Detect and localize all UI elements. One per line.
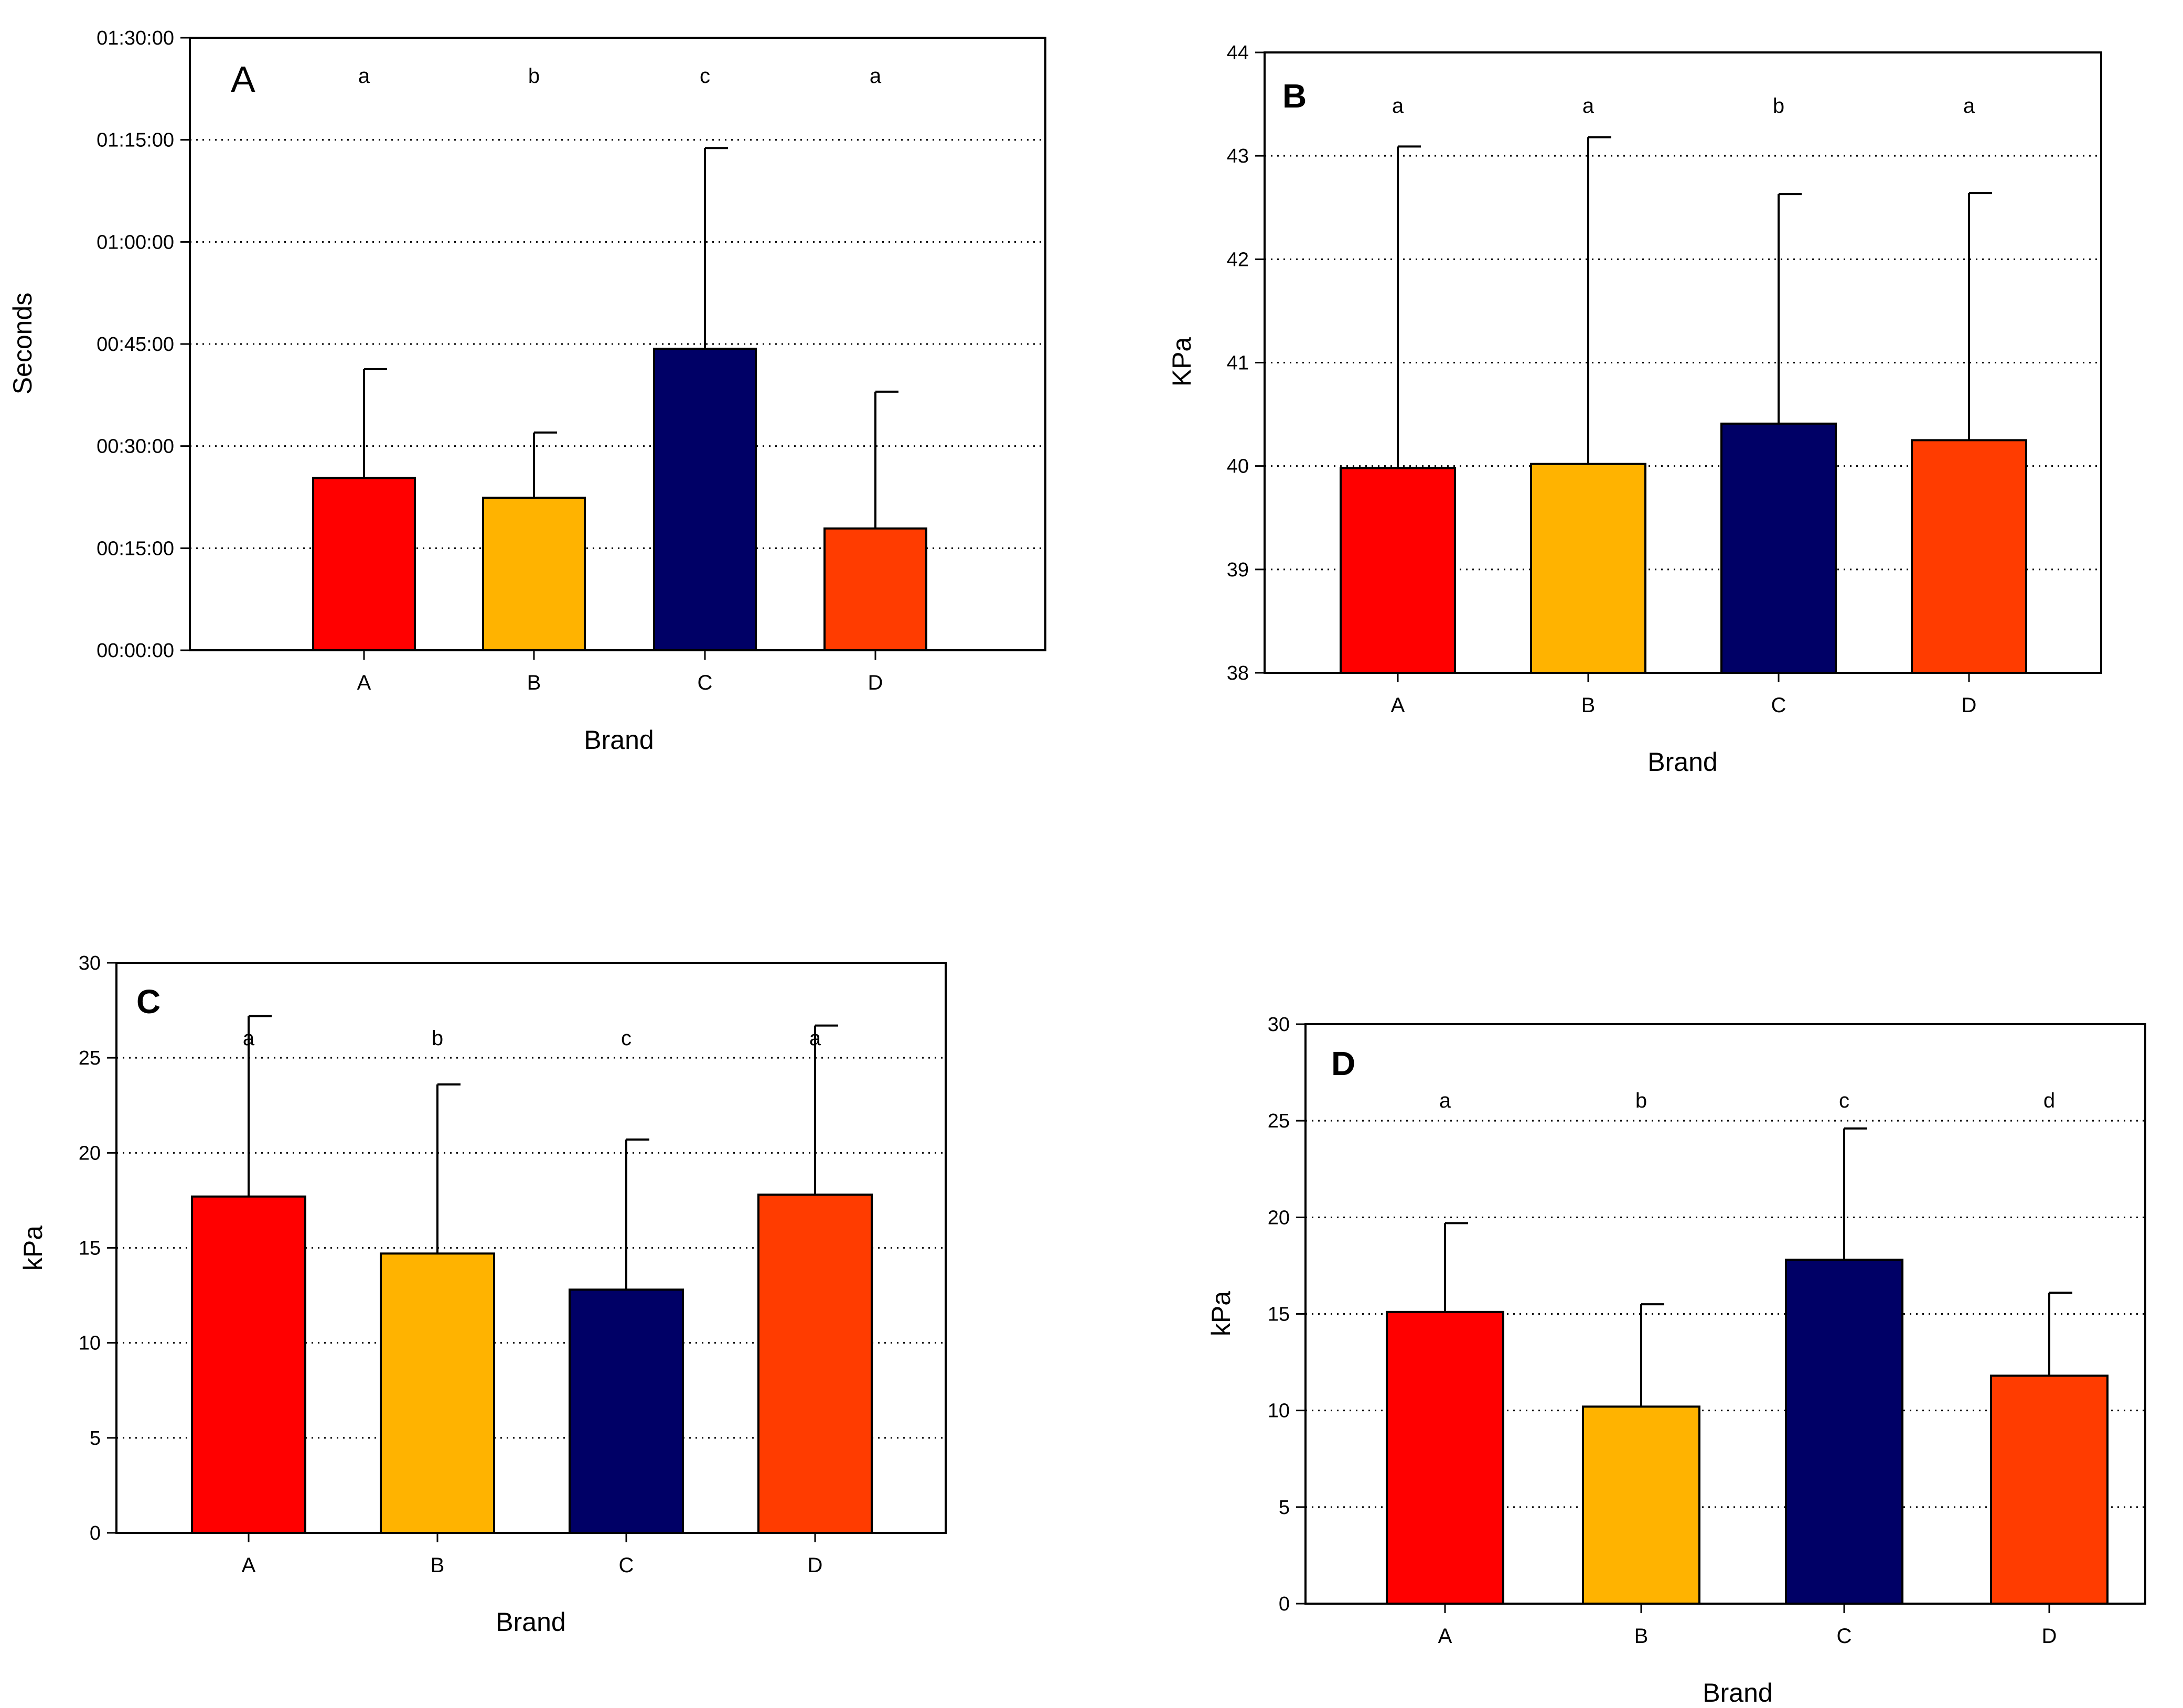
y-tick-label: 5 xyxy=(1279,1497,1290,1519)
x-tick-label: B xyxy=(431,1554,445,1577)
bar xyxy=(1720,422,1837,674)
plot-frame xyxy=(1304,1023,2146,1605)
y-tick-label: 25 xyxy=(79,1047,101,1069)
x-tick-label: C xyxy=(698,671,713,694)
significance-letter: c xyxy=(1839,1089,1849,1112)
x-axis-label: Brand xyxy=(1647,747,1717,777)
x-tick-label: A xyxy=(1438,1625,1452,1648)
y-tick-label: 00:45:00 xyxy=(97,334,174,356)
y-tick-label: 01:00:00 xyxy=(97,231,174,253)
bar xyxy=(380,1252,495,1534)
y-tick-label: 41 xyxy=(1227,352,1249,374)
y-tick-label: 30 xyxy=(79,952,101,974)
y-tick-label: 0 xyxy=(90,1522,101,1544)
significance-letter: b xyxy=(1635,1089,1647,1112)
bar xyxy=(823,527,927,651)
y-tick-label: 5 xyxy=(90,1427,101,1449)
y-tick-label: 10 xyxy=(79,1333,101,1355)
bar xyxy=(1340,467,1456,674)
y-tick-label: 00:30:00 xyxy=(97,436,174,458)
significance-letter: a xyxy=(1963,94,1975,117)
significance-letter: a xyxy=(358,65,370,88)
significance-letter: a xyxy=(809,1027,821,1050)
x-tick-label: D xyxy=(868,671,883,694)
y-axis-label: Seconds xyxy=(8,293,37,395)
y-tick-label: 10 xyxy=(1268,1400,1290,1422)
bar xyxy=(1990,1374,2109,1605)
bar xyxy=(569,1288,684,1534)
x-tick-label: A xyxy=(1391,694,1405,717)
x-tick-label: D xyxy=(808,1554,823,1577)
panel-letter: B xyxy=(1282,77,1307,115)
significance-letter: a xyxy=(1582,94,1595,117)
y-tick-label: 15 xyxy=(1268,1304,1290,1326)
significance-letter: a xyxy=(1392,94,1404,117)
x-tick-label: C xyxy=(1837,1625,1852,1648)
bar xyxy=(1386,1310,1504,1605)
bar xyxy=(1785,1259,1903,1605)
y-tick-label: 01:30:00 xyxy=(97,27,174,49)
bar xyxy=(1911,439,2027,674)
panel-letter: A xyxy=(231,59,255,100)
y-tick-label: 00:00:00 xyxy=(97,640,174,662)
y-axis-label: KPa xyxy=(1167,337,1196,387)
panel-c: 0 5 10 15 20 25 30 Aa Bb Cc Da C Brand kPa xyxy=(18,952,947,1637)
x-tick-label: B xyxy=(1581,694,1596,717)
bar xyxy=(482,497,586,651)
panel-d: 0 5 10 15 20 25 30 Aa Bb Cc Dd D Brand kPa xyxy=(1206,1014,2146,1707)
x-axis-label: Brand xyxy=(584,725,654,755)
y-axis-label: kPa xyxy=(18,1226,48,1271)
y-tick-label: 15 xyxy=(79,1238,101,1260)
significance-letter: c xyxy=(700,65,710,88)
plot-frame xyxy=(115,962,947,1534)
significance-letter: a xyxy=(1439,1089,1451,1112)
x-tick-label: A xyxy=(357,671,371,694)
x-tick-label: B xyxy=(527,671,541,694)
y-tick-label: 43 xyxy=(1227,145,1249,167)
significance-letter: c xyxy=(621,1027,632,1050)
x-tick-label: A xyxy=(242,1554,256,1577)
bar xyxy=(653,348,757,651)
y-tick-label: 00:15:00 xyxy=(97,538,174,560)
x-axis-label: Brand xyxy=(496,1607,565,1637)
bar xyxy=(1582,1405,1700,1605)
y-tick-label: 0 xyxy=(1279,1593,1290,1615)
panel-letter: C xyxy=(136,983,160,1020)
y-tick-label: 01:15:00 xyxy=(97,130,174,152)
x-tick-label: C xyxy=(1771,694,1786,717)
bar xyxy=(191,1195,306,1534)
plot-frame xyxy=(1264,51,2102,674)
y-tick-label: 40 xyxy=(1227,456,1249,478)
bar xyxy=(1530,463,1646,674)
y-tick-label: 42 xyxy=(1227,249,1249,271)
bar xyxy=(312,477,416,651)
y-tick-label: 25 xyxy=(1268,1110,1290,1132)
panel-a: 00:00:00 00:15:00 00:30:00 00:45:00 01:00:00… xyxy=(8,27,1046,755)
y-tick-label: 39 xyxy=(1227,559,1249,581)
y-tick-label: 30 xyxy=(1268,1014,1290,1036)
y-axis-label: kPa xyxy=(1206,1291,1236,1336)
x-axis-label: Brand xyxy=(1703,1678,1772,1707)
x-tick-label: D xyxy=(2042,1625,2057,1648)
y-tick-label: 20 xyxy=(79,1142,101,1164)
y-tick-label: 44 xyxy=(1227,42,1249,64)
x-tick-label: C xyxy=(619,1554,634,1577)
significance-letter: d xyxy=(2043,1089,2055,1112)
significance-letter: b xyxy=(1773,94,1784,117)
y-tick-label: 38 xyxy=(1227,662,1249,684)
panel-letter: D xyxy=(1331,1045,1355,1082)
significance-letter: b xyxy=(528,65,540,88)
x-tick-label: B xyxy=(1634,1625,1649,1648)
significance-letter: a xyxy=(870,65,882,88)
bar xyxy=(757,1194,873,1534)
x-tick-label: D xyxy=(1962,694,1977,717)
significance-letter: a xyxy=(243,1027,255,1050)
plot-frame xyxy=(189,37,1046,651)
y-tick-label: 20 xyxy=(1268,1207,1290,1229)
significance-letter: b xyxy=(432,1027,443,1050)
panel-b: 38 39 40 41 42 43 44 Aa Ba Cb Da B Brand KPa xyxy=(1167,42,2102,777)
